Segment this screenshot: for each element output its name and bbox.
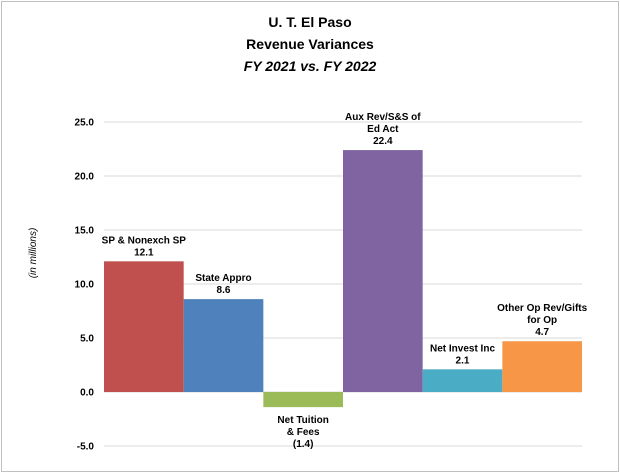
bar — [502, 341, 582, 392]
category-label: & Fees — [287, 427, 320, 438]
chart-subtitle: FY 2021 vs. FY 2022 — [244, 58, 377, 74]
y-tick-label: 25.0 — [75, 118, 95, 129]
category-label: Net Invest Inc — [430, 343, 495, 354]
bar — [183, 299, 264, 392]
chart-titles: U. T. El Paso Revenue Variances FY 2021 … — [244, 14, 377, 74]
category-label: Ed Act — [367, 124, 399, 135]
data-label: 12.1 — [134, 247, 154, 258]
data-label: 4.7 — [535, 327, 549, 338]
bar — [422, 369, 503, 392]
category-label: Aux Rev/S&S of — [345, 112, 421, 123]
y-tick-label: 20.0 — [75, 172, 95, 183]
y-tick-label: 15.0 — [75, 226, 95, 237]
category-label: State Appro — [195, 273, 251, 284]
bar — [343, 150, 423, 392]
data-label: (1.4) — [293, 439, 314, 450]
chart-title-line-1: U. T. El Paso — [268, 14, 351, 30]
data-label: 2.1 — [456, 355, 470, 366]
category-label: SP & Nonexch SP — [102, 235, 187, 246]
category-label: for Op — [527, 315, 557, 326]
y-axis-ticks: -5.0 0.0 5.0 10.0 15.0 20.0 25.0 — [75, 118, 95, 453]
bars — [104, 150, 582, 408]
y-axis-label: (in millions) — [28, 228, 39, 279]
bar — [104, 261, 184, 392]
bar — [263, 392, 343, 408]
category-label: Other Op Rev/Gifts — [497, 303, 587, 314]
chart-title-line-2: Revenue Variances — [246, 36, 374, 52]
y-tick-label: 5.0 — [80, 334, 94, 345]
y-tick-label: 0.0 — [80, 388, 94, 399]
y-tick-label: -5.0 — [77, 442, 95, 453]
data-label: 22.4 — [373, 136, 393, 147]
category-label: Net Tuition — [277, 415, 328, 426]
y-tick-label: 10.0 — [75, 280, 95, 291]
data-label: 8.6 — [217, 285, 231, 296]
